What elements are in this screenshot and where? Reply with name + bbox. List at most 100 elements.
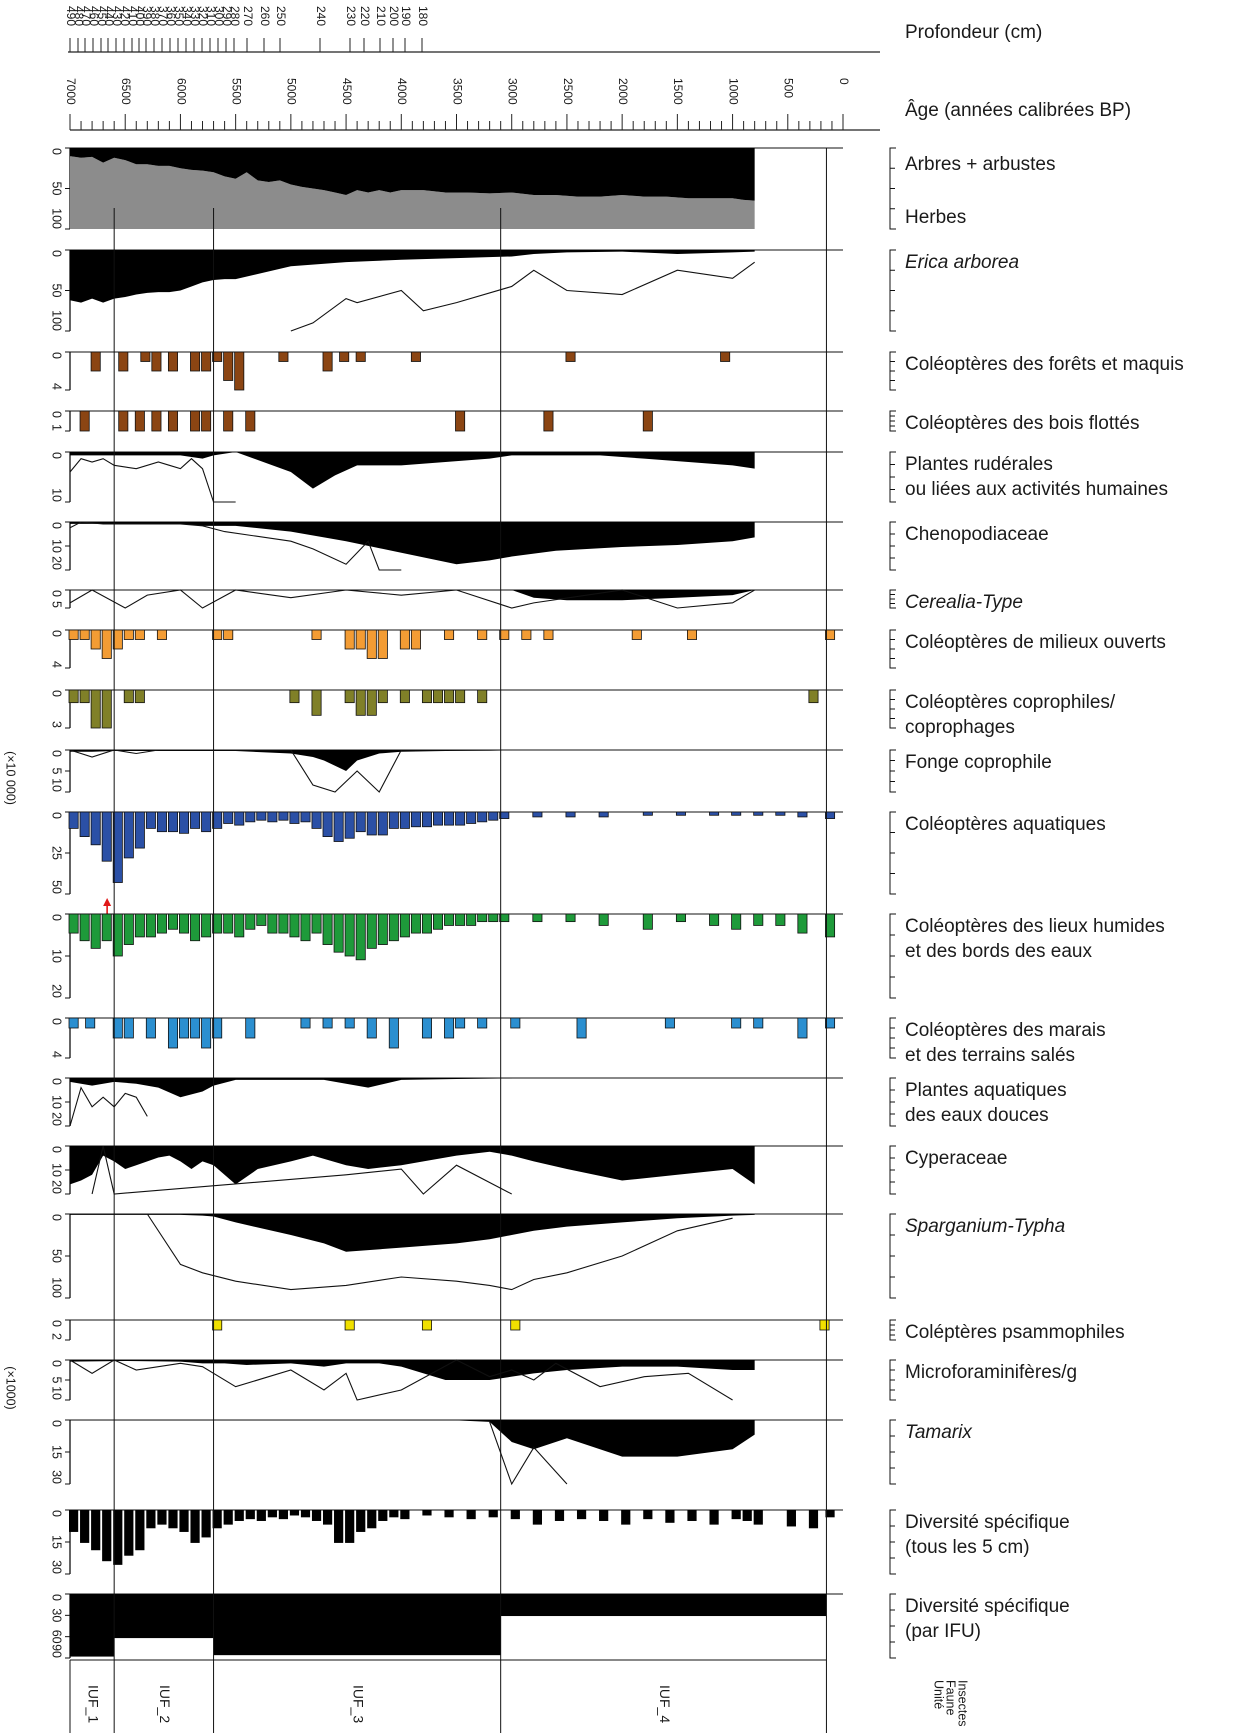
panel-y-tick-label: 1 (50, 424, 64, 431)
bar (642, 410, 653, 432)
bar (289, 689, 300, 704)
bar (223, 811, 234, 824)
panel-y-tick-label: 10 (50, 778, 64, 792)
zone-label: IUF_2 (157, 1685, 173, 1723)
bar (167, 351, 178, 372)
bar (90, 811, 101, 846)
panel-cyperaceae: 0 10 20 Cyperaceae (50, 1145, 1007, 1195)
bar (156, 913, 167, 934)
bar (410, 913, 421, 934)
age-tick-label: 3500 (450, 78, 464, 105)
bar (234, 1510, 244, 1521)
exaggeration-curve (69, 749, 512, 793)
bar (278, 1510, 289, 1520)
bar (444, 629, 455, 640)
bar (68, 629, 79, 640)
bar (212, 811, 223, 829)
panel-y-tick-label: 0 (50, 750, 64, 757)
bar (598, 913, 609, 926)
depth-tick-label: 450 (95, 6, 109, 26)
bar (366, 1017, 377, 1039)
bar (455, 1017, 466, 1029)
bar (675, 913, 686, 923)
panel-label: Coléptères psammophiles (905, 1322, 1125, 1343)
depth-tick-label: 240 (314, 6, 328, 26)
panel-label: Coléoptères de milieux ouverts (905, 632, 1166, 653)
bar (85, 1017, 96, 1029)
bar (709, 1510, 719, 1525)
panel-label: Chenopodiaceae (905, 524, 1049, 545)
panel-y-tick-label: 0 (50, 1360, 64, 1367)
bar (245, 811, 256, 823)
bar (510, 1510, 520, 1520)
bar (79, 913, 90, 942)
bar (212, 1319, 223, 1331)
bar (256, 1510, 266, 1521)
bar (399, 913, 410, 938)
bar (377, 689, 388, 704)
bar (731, 913, 742, 930)
age-tick-label: 4000 (395, 78, 409, 105)
bar (223, 1510, 233, 1525)
bar (344, 1319, 355, 1331)
age-tick-label: 1500 (671, 78, 685, 105)
percentage-silhouette (70, 522, 755, 565)
step-block (114, 1594, 214, 1639)
bar (167, 410, 178, 432)
bar (687, 1510, 697, 1521)
panel-ruderales: 0 10 Plantes rudérales ou liées aux activit… (50, 451, 1168, 503)
bar (311, 1510, 322, 1521)
bar (499, 811, 510, 819)
panel-y-tick-label: 4 (50, 661, 64, 668)
exaggeration-curve (69, 1086, 148, 1127)
depth-tick-label: 230 (344, 6, 358, 26)
bar (444, 811, 455, 826)
bar (212, 1510, 222, 1529)
panel-y-tick-label: 0 (50, 1320, 64, 1327)
bar (753, 913, 764, 926)
panel-label: Coléoptères coprophiles/ (905, 692, 1116, 713)
panel-diversite5: 0 15 30 Diversité spécifique (tous les 5 cm) (50, 1509, 1070, 1575)
bar (234, 351, 245, 391)
panel-forets: 0 4 Coléoptères des forêts et maquis (50, 351, 1184, 391)
bar (68, 1017, 79, 1029)
bar (731, 1017, 742, 1029)
bar (422, 1510, 432, 1516)
bar (256, 811, 267, 821)
bar (167, 811, 178, 833)
depth-tick-label: 440 (102, 6, 116, 26)
bar (123, 1017, 134, 1039)
bar (123, 913, 134, 945)
panel-y-tick-label: 20 (50, 1112, 64, 1126)
bar (433, 689, 444, 704)
age-tick-label: 1000 (726, 78, 740, 105)
panel-y-tick-label: 10 (50, 488, 64, 502)
bar (134, 689, 145, 704)
bar (234, 811, 245, 826)
bar (212, 913, 223, 934)
panel-y-tick-label: 0 (50, 411, 64, 418)
bar (355, 913, 366, 961)
age-axis-label: Âge (années calibrées BP) (905, 99, 1131, 121)
panel-y-tick-label: 10 (50, 1386, 64, 1400)
bar (808, 1510, 819, 1529)
bar (444, 1510, 454, 1518)
bar (190, 913, 201, 942)
bar (775, 913, 786, 926)
bar (69, 1510, 79, 1532)
depth-axis: 4904804704604504404304204104003903803703… (64, 6, 880, 53)
bar (825, 629, 836, 640)
bar (466, 913, 477, 926)
bar (151, 410, 162, 432)
bar (355, 689, 366, 716)
bar (576, 1017, 587, 1039)
panel-microforams: 0 5 10 Microforaminifères/g (50, 1359, 1077, 1401)
panel-label: Plantes aquatiques (905, 1080, 1067, 1101)
bar (543, 410, 554, 432)
bar (101, 913, 112, 942)
bar (344, 689, 355, 704)
percentage-silhouette (70, 452, 755, 489)
